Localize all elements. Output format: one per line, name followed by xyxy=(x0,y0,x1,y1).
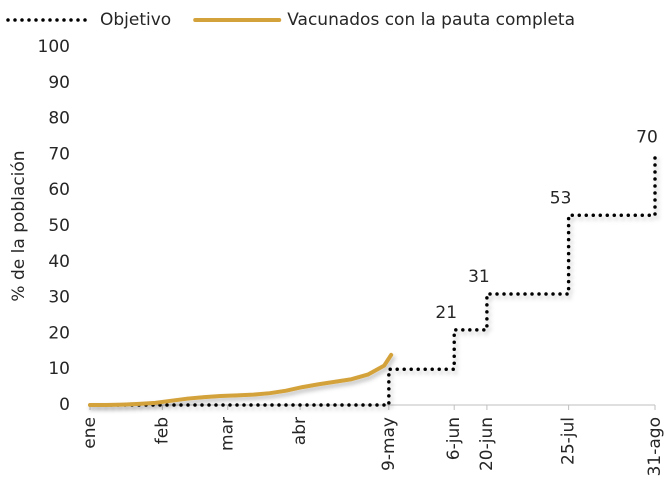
x-tick-label: 31-ago xyxy=(645,417,665,476)
y-tick-label: 40 xyxy=(48,252,70,272)
x-tick-label: 9-may xyxy=(379,417,399,471)
x-tick-label: 6-jun xyxy=(444,417,464,460)
x-tick-label: feb xyxy=(152,417,172,444)
series-line xyxy=(88,152,657,407)
y-tick-label: 0 xyxy=(59,395,70,415)
data-label: 70 xyxy=(636,127,658,147)
y-tick-label: 80 xyxy=(48,109,70,129)
x-tick-label: mar xyxy=(218,417,238,451)
y-tick-label: 100 xyxy=(38,37,70,57)
data-label: 31 xyxy=(468,267,490,287)
series-line xyxy=(88,352,394,407)
y-tick-label: 70 xyxy=(48,144,70,164)
y-tick-label: 60 xyxy=(48,180,70,200)
data-label: 53 xyxy=(550,188,572,208)
x-tick-label: abr xyxy=(290,417,310,445)
y-tick-label: 10 xyxy=(48,359,70,379)
legend-label: Vacunados con la pauta completa xyxy=(287,10,575,30)
y-tick-label: 50 xyxy=(48,216,70,236)
data-label: 21 xyxy=(435,303,457,323)
x-tick-label: 25-jul xyxy=(559,417,579,465)
x-tick-label: 20-jun xyxy=(477,417,497,471)
x-tick-label: ene xyxy=(80,417,100,449)
y-tick-label: 90 xyxy=(48,73,70,93)
y-tick-label: 20 xyxy=(48,323,70,343)
legend-label: Objetivo xyxy=(100,10,171,30)
y-axis-label: % de la población xyxy=(9,150,29,301)
y-tick-label: 30 xyxy=(48,288,70,308)
